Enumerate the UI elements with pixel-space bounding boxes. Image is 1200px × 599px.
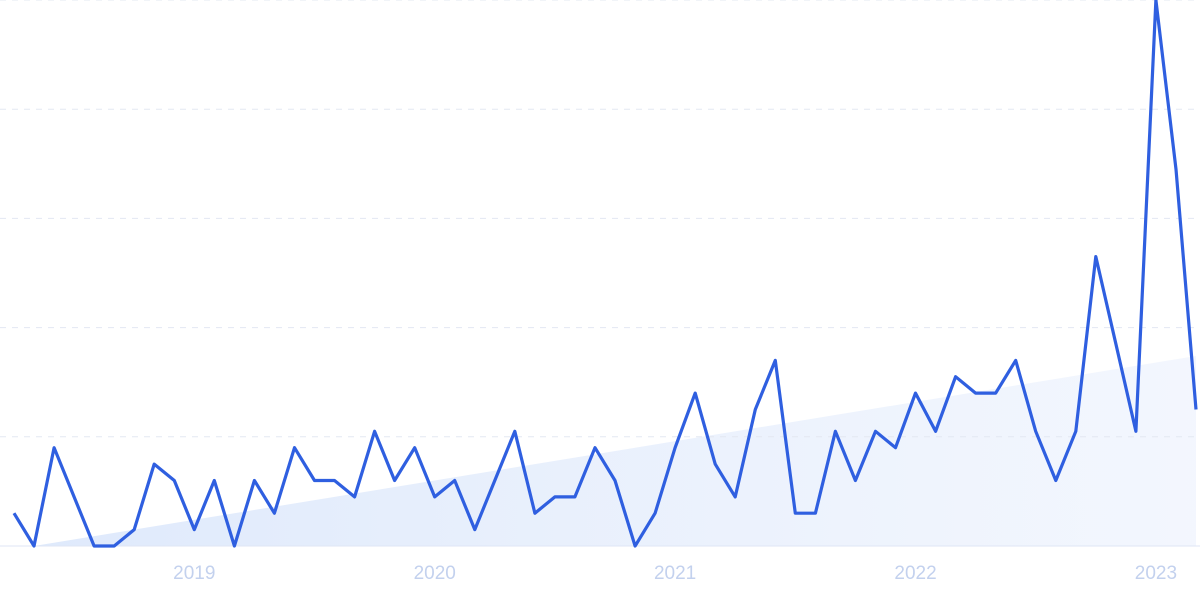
x-tick-label: 2023 [1135,563,1177,584]
x-tick-label: 2019 [173,563,215,584]
x-tick-label: 2021 [654,563,696,584]
trend-area [34,356,1196,546]
x-tick-label: 2020 [414,563,456,584]
line-series [12,0,1198,548]
x-tick-label: 2022 [894,563,936,584]
